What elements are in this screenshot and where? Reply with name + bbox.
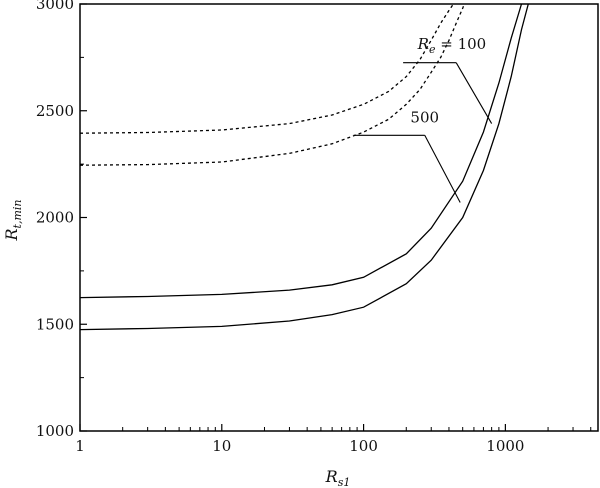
series-line-3 bbox=[80, 4, 523, 299]
annotation-label-2: 500 bbox=[410, 108, 439, 126]
x-axis-label-main: R bbox=[325, 467, 338, 486]
y-axis-label: Rt,min bbox=[2, 200, 24, 242]
y-tick-label: 3000 bbox=[36, 0, 74, 13]
annotation-leader-2 bbox=[424, 135, 461, 203]
x-tick-label: 10 bbox=[212, 437, 231, 455]
plot-frame bbox=[79, 3, 599, 432]
series-line-4 bbox=[80, 4, 529, 331]
x-tick-label: 1000 bbox=[486, 437, 524, 455]
x-tick-label: 100 bbox=[349, 437, 378, 455]
series-layer bbox=[80, 4, 529, 331]
x-tick-label: 1 bbox=[75, 437, 85, 455]
y-tick-label: 1000 bbox=[36, 422, 74, 440]
y-axis-label-main: R bbox=[2, 228, 21, 241]
tick-layer: 1 10 100 1000 1000 1500 2000 2500 3000 bbox=[36, 0, 592, 455]
series-line-2 bbox=[80, 4, 466, 166]
x-axis-label-sub: s1 bbox=[338, 476, 351, 488]
y-tick-label: 2500 bbox=[36, 102, 74, 120]
annotation-label-1: Re = 100 bbox=[417, 35, 487, 56]
y-tick-label: 2000 bbox=[36, 209, 74, 227]
series-line-1 bbox=[80, 4, 455, 134]
annotation-layer: Re = 100 500 bbox=[353, 35, 493, 203]
annotation-leader-1 bbox=[455, 62, 493, 124]
y-tick-label: 1500 bbox=[36, 315, 74, 333]
x-axis-label: Rs1 bbox=[325, 467, 351, 488]
y-axis-label-sub: t,min bbox=[11, 200, 24, 229]
